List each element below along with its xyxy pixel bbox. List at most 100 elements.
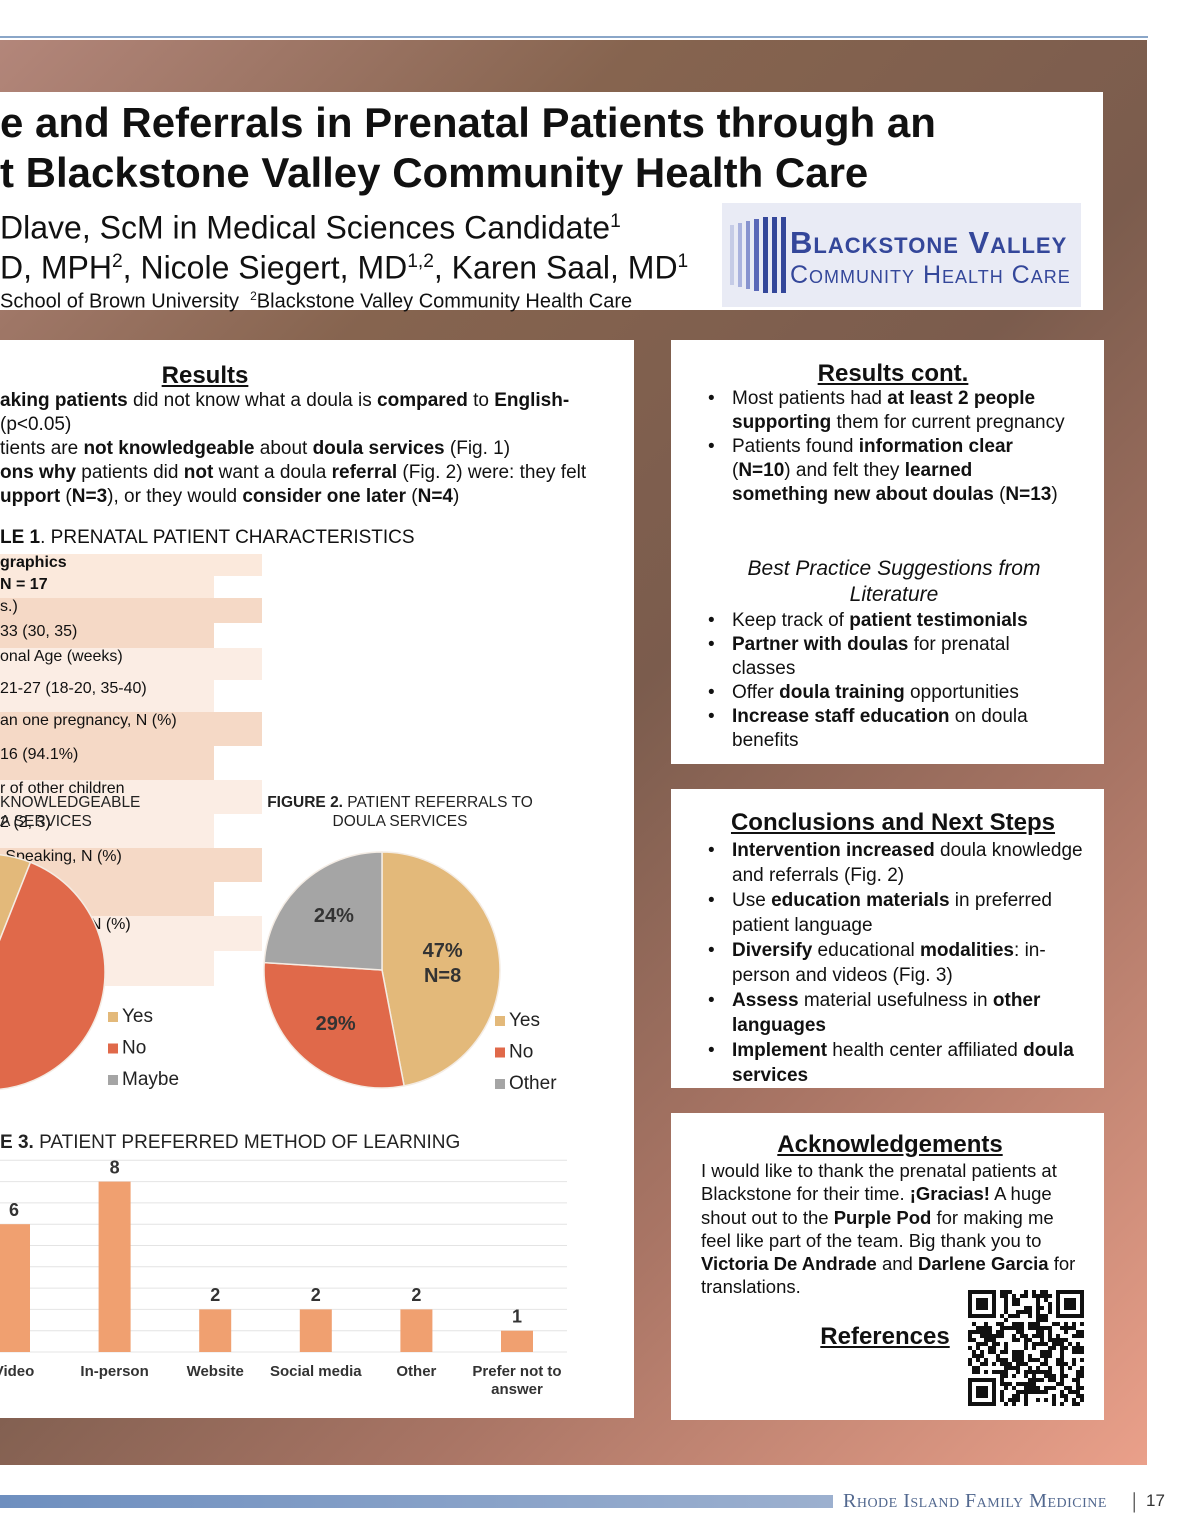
qr-module [1020, 1294, 1024, 1298]
qr-module [1004, 1302, 1008, 1306]
data-label: 2 [411, 1285, 421, 1305]
qr-module [1064, 1326, 1068, 1330]
legend-swatch [108, 1043, 118, 1054]
qr-module [1016, 1362, 1020, 1366]
text-run: ( [732, 460, 739, 481]
qr-module [1060, 1378, 1064, 1382]
qr-module [1048, 1330, 1052, 1334]
figure-caption: E 3. PATIENT PREFERRED METHOD OF LEARNIN… [0, 1132, 460, 1153]
bold-run: at least 2 people supporting [732, 388, 1036, 433]
bar [98, 1181, 131, 1352]
bold-run: N=4 [417, 486, 453, 507]
references-link[interactable]: References [820, 1323, 950, 1350]
qr-module [1076, 1386, 1080, 1390]
qr-module [1036, 1314, 1040, 1318]
bullet-item: Keep track of patient testimonials [708, 609, 1068, 633]
qr-module [972, 1370, 976, 1374]
qr-module [1048, 1310, 1052, 1314]
text-run: PATIENT PREFERRED METHOD OF LEARNING [34, 1132, 461, 1153]
qr-module [1012, 1322, 1016, 1326]
x-tick-label: Website [187, 1363, 244, 1380]
qr-module [984, 1330, 988, 1334]
qr-module [1064, 1362, 1068, 1366]
results-line: ons why patients did not want a doula re… [0, 461, 586, 485]
table: graphics N = 17 s.) 33 (30, 35) onal Age (we… [0, 554, 476, 986]
qr-module [1012, 1386, 1016, 1390]
pie-slice [263, 851, 383, 971]
qr-module [1028, 1314, 1032, 1318]
footer-separator: | [1132, 1488, 1137, 1513]
publication-name: Rhode Island Family Medicine [843, 1490, 1107, 1512]
qr-module [1004, 1386, 1008, 1390]
qr-module [1004, 1350, 1008, 1354]
qr-module [972, 1350, 976, 1354]
text-run: material usefulness in [798, 990, 993, 1011]
qr-module [996, 1330, 1000, 1334]
qr-module [984, 1322, 988, 1326]
text-run: Patients found [732, 436, 859, 457]
qr-module [1048, 1294, 1052, 1298]
bar [0, 1224, 30, 1352]
text-run: want a doula [213, 462, 332, 483]
bullet-item: Implement health center affiliated doula… [708, 1038, 1083, 1088]
qr-module [1036, 1302, 1040, 1306]
bold-run: referral [331, 462, 398, 483]
qr-module [1000, 1390, 1004, 1394]
bold-run: doula services [732, 1040, 1074, 1086]
sup-run: 2 [250, 289, 257, 303]
qr-module [1076, 1342, 1080, 1346]
qr-module [976, 1358, 980, 1362]
qr-module [1044, 1370, 1048, 1374]
text-run: ( [406, 486, 418, 507]
qr-module [1016, 1358, 1020, 1362]
qr-module [1044, 1326, 1048, 1330]
qr-module [984, 1342, 988, 1346]
bold-run: E 3. [0, 1132, 34, 1153]
qr-module [1064, 1330, 1068, 1334]
qr-module [1000, 1322, 1004, 1326]
qr-module [1004, 1402, 1008, 1406]
data-label: 1 [512, 1306, 522, 1326]
qr-module [1076, 1394, 1080, 1398]
qr-module [1048, 1378, 1052, 1382]
qr-module [1012, 1338, 1016, 1342]
qr-module [1076, 1378, 1080, 1382]
qr-module [1080, 1374, 1084, 1378]
qr-module [1060, 1394, 1064, 1398]
qr-module [1052, 1378, 1056, 1382]
legend-swatch [108, 1075, 118, 1085]
qr-module [1040, 1294, 1044, 1298]
logo-text: Blackstone Valley [790, 225, 1068, 260]
table-cell: s.) [0, 598, 262, 623]
text-run: Dlave, ScM in Medical Sciences Candidate [0, 209, 611, 246]
text-run: (p<0.05) [0, 414, 72, 435]
affiliations: School of Brown University 2Blackstone V… [0, 284, 632, 314]
qr-module [1004, 1290, 1008, 1294]
bold-run: education materials [771, 890, 950, 911]
conclusions-panel: Conclusions and Next Steps Intervention … [671, 789, 1104, 1088]
qr-module [1076, 1350, 1080, 1354]
text-run: (Fig. 2) were: they felt [397, 462, 587, 483]
qr-module [976, 1370, 980, 1374]
title-line: e and Referrals in Prenatal Patients thr… [0, 99, 936, 146]
qr-module [988, 1350, 992, 1354]
qr-module [992, 1346, 996, 1350]
qr-module [1024, 1382, 1028, 1386]
qr-module [1044, 1386, 1048, 1390]
pie-slice [381, 851, 501, 1087]
qr-module [972, 1366, 976, 1370]
bullet-item: Partner with doulas for prenatal classes [708, 633, 1068, 681]
qr-module [1036, 1342, 1040, 1346]
qr-module [1060, 1390, 1064, 1394]
qr-module [1052, 1386, 1056, 1390]
qr-module [1016, 1338, 1020, 1342]
qr-module [1016, 1398, 1020, 1402]
qr-module [976, 1326, 980, 1330]
qr-module [1036, 1358, 1040, 1362]
bold-run: Victoria De Andrade [701, 1253, 877, 1275]
qr-module [1040, 1318, 1044, 1322]
qr-module [1000, 1374, 1004, 1378]
qr-module [968, 1338, 972, 1342]
qr-module [1040, 1362, 1044, 1366]
legend-label: Other [509, 1073, 557, 1094]
